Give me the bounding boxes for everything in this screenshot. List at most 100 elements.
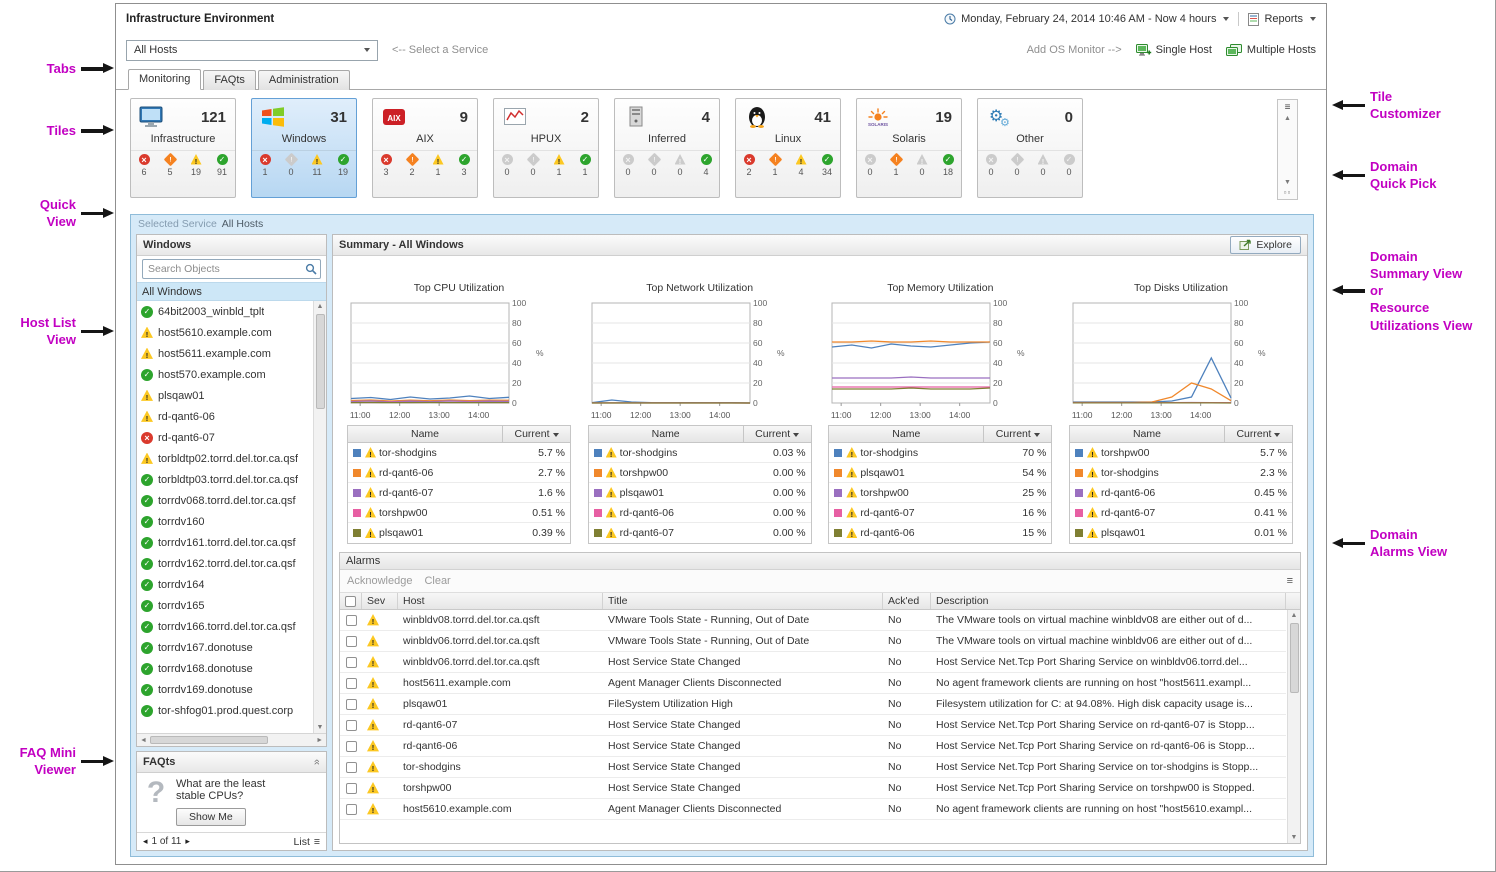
alarm-row[interactable]: plsqaw01 FileSystem Utilization High No … (340, 694, 1286, 715)
scroll-right-button[interactable]: ► (316, 736, 323, 744)
host-list-item[interactable]: host5610.example.com (137, 322, 313, 343)
host-list-item[interactable]: tor-shfog01.prod.quest.corp (137, 700, 313, 721)
column-header-current[interactable]: Current (742, 426, 811, 442)
alarm-row[interactable]: winbldv06.torrd.del.tor.ca.qsft Host Ser… (340, 652, 1286, 673)
host-list-item[interactable]: torrdv166.torrd.del.tor.ca.qsf (137, 616, 313, 637)
tab-administration[interactable]: Administration (257, 70, 350, 90)
host-list-item[interactable]: rd-qant6-07 (137, 427, 313, 448)
tile-linux[interactable]: 41 Linux 2 1 4 34 (735, 98, 841, 198)
collapse-icon[interactable]: » (310, 758, 323, 766)
host-list-item[interactable]: torrdv167.donotuse (137, 637, 313, 658)
row-checkbox[interactable] (345, 656, 357, 668)
host-list-item[interactable]: host5611.example.com (137, 343, 313, 364)
table-row[interactable]: torshpw00 5.7 % (1069, 443, 1292, 463)
table-row[interactable]: tor-shodgins 5.7 % (348, 443, 570, 463)
row-checkbox[interactable] (345, 635, 357, 647)
row-checkbox[interactable] (345, 614, 357, 626)
host-list-item[interactable]: torrdv169.donotuse (137, 679, 313, 700)
scrollbar-thumb[interactable] (1289, 623, 1299, 693)
scroll-up-button[interactable]: ▲ (1290, 612, 1298, 619)
host-list-item[interactable]: torrdv164 (137, 574, 313, 595)
tile-infrastructure[interactable]: 121 Infrastructure 6 5 19 91 (130, 98, 236, 198)
chevron-down-icon[interactable] (1223, 17, 1230, 21)
horizontal-scrollbar[interactable]: ◄ ► (137, 733, 326, 746)
table-row[interactable]: rd-qant6-07 1.6 % (348, 483, 570, 503)
host-list-item[interactable]: torrdv068.torrd.del.tor.ca.qsf (137, 490, 313, 511)
tab-monitoring[interactable]: Monitoring (128, 69, 202, 90)
row-checkbox[interactable] (345, 740, 357, 752)
list-view-button[interactable]: List ≡ (294, 836, 320, 848)
scroll-up-button[interactable]: ▲ (1284, 115, 1291, 122)
host-list-item[interactable]: 64bit2003_winbld_tplt (137, 301, 313, 322)
column-header-description[interactable]: Description (931, 593, 1286, 609)
vertical-scrollbar[interactable]: ▲ ▼ (1287, 610, 1300, 843)
acknowledge-button[interactable]: Acknowledge (347, 575, 413, 587)
host-list-item[interactable]: plsqaw01 (137, 385, 313, 406)
tile-inferred[interactable]: 4 Inferred 0 0 0 4 (614, 98, 720, 198)
column-header-title[interactable]: Title (603, 593, 883, 609)
alarm-row[interactable]: winbldv06.torrd.del.tor.ca.qsft VMware T… (340, 631, 1286, 652)
alarm-row[interactable]: winbldv08.torrd.del.tor.ca.qsft VMware T… (340, 610, 1286, 631)
row-checkbox[interactable] (345, 782, 357, 794)
all-windows-item[interactable]: All Windows (137, 282, 326, 301)
column-header-name[interactable]: Name (1132, 428, 1161, 440)
search-icon[interactable] (305, 263, 317, 278)
table-menu-icon[interactable]: ≡ (1286, 575, 1293, 587)
column-header-name[interactable]: Name (410, 428, 439, 440)
host-list-item[interactable]: torrdv162.torrd.del.tor.ca.qsf (137, 553, 313, 574)
single-host-button[interactable]: Single Host (1135, 43, 1212, 57)
table-row[interactable]: rd-qant6-07 0.41 % (1069, 503, 1292, 523)
tile-aix[interactable]: AIX 9 AIX 3 2 1 3 (372, 98, 478, 198)
column-header-acked[interactable]: Ack'ed (883, 593, 931, 609)
tile-solaris[interactable]: SOLARIS 19 Solaris 0 1 0 18 (856, 98, 962, 198)
tile-windows[interactable]: 31 Windows 1 0 11 19 (251, 98, 357, 198)
clear-button[interactable]: Clear (424, 575, 451, 587)
host-list-item[interactable]: torrdv160 (137, 511, 313, 532)
service-selector[interactable]: All Hosts (126, 39, 378, 61)
explore-button[interactable]: Explore (1230, 236, 1301, 254)
select-all-checkbox[interactable] (345, 595, 356, 607)
table-row[interactable]: torshpw00 25 % (829, 483, 1052, 503)
show-me-button[interactable]: Show Me (176, 808, 246, 826)
tab-faqts[interactable]: FAQts (203, 70, 256, 90)
time-range-selector[interactable]: Monday, February 24, 2014 10:46 AM - Now… (961, 13, 1217, 25)
scroll-down-button[interactable]: ▼ (1290, 834, 1298, 841)
vertical-scrollbar[interactable]: ▲ ▼ (313, 301, 326, 733)
scroll-down-button[interactable]: ▼ (316, 724, 324, 731)
column-header-current[interactable]: Current (983, 426, 1051, 442)
column-header-name[interactable]: Name (892, 428, 921, 440)
search-input[interactable] (142, 259, 321, 279)
table-row[interactable]: plsqaw01 0.01 % (1070, 523, 1292, 543)
alarm-row[interactable]: torshpw00 Host Service State Changed No … (340, 778, 1286, 799)
table-row[interactable]: torshpw00 0.00 % (588, 463, 811, 483)
host-list-item[interactable]: host570.example.com (137, 364, 313, 385)
host-list-item[interactable]: rd-qant6-06 (137, 406, 313, 427)
alarm-row[interactable]: host5611.example.com Agent Manager Clien… (340, 673, 1286, 694)
alarm-row[interactable]: rd-qant6-06 Host Service State Changed N… (340, 736, 1286, 757)
table-row[interactable]: rd-qant6-06 15 % (829, 523, 1051, 543)
scrollbar-thumb[interactable] (149, 736, 268, 744)
table-row[interactable]: tor-shodgins 70 % (829, 443, 1052, 463)
pager-prev-icon[interactable]: ◂ (143, 836, 148, 846)
row-checkbox[interactable] (345, 698, 357, 710)
host-list-item[interactable]: torrdv161.torrd.del.tor.ca.qsf (137, 532, 313, 553)
host-list-item[interactable]: torrdv168.donotuse (137, 658, 313, 679)
scroll-down-button[interactable]: ▼ (1284, 179, 1291, 186)
tile-hpux[interactable]: 2 HPUX 0 0 1 1 (493, 98, 599, 198)
table-row[interactable]: tor-shodgins 2.3 % (1069, 463, 1292, 483)
scroll-up-button[interactable]: ▲ (316, 303, 324, 310)
table-row[interactable]: rd-qant6-06 2.7 % (348, 463, 570, 483)
row-checkbox[interactable] (345, 677, 357, 689)
table-row[interactable]: plsqaw01 54 % (829, 463, 1052, 483)
row-checkbox[interactable] (345, 803, 357, 815)
column-header-name[interactable]: Name (651, 428, 680, 440)
table-row[interactable]: plsqaw01 0.00 % (588, 483, 811, 503)
chevron-down-icon[interactable] (1310, 17, 1316, 21)
column-header-current[interactable]: Current (502, 426, 570, 442)
row-checkbox[interactable] (345, 761, 357, 773)
table-row[interactable]: tor-shodgins 0.03 % (588, 443, 811, 463)
table-row[interactable]: rd-qant6-07 0.00 % (589, 523, 811, 543)
tile-menu-icon[interactable]: ≡ (1284, 102, 1291, 113)
row-checkbox[interactable] (345, 719, 357, 731)
alarm-row[interactable]: host5610.example.com Agent Manager Clien… (340, 799, 1286, 820)
